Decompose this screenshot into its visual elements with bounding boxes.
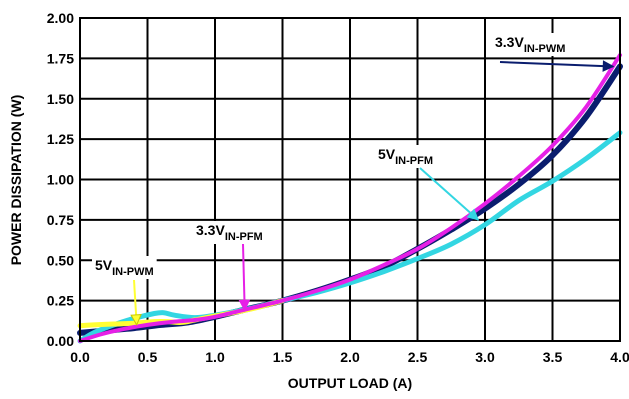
tick-layer: 0.0 0.5 1.0 1.5 2.0 2.5 3.0 3.5 4.0 0.00 0.25 0.50 0… xyxy=(47,10,629,365)
y-tick-label: 1.00 xyxy=(47,172,74,188)
annotation-background xyxy=(375,145,437,168)
annotation-arrow-head xyxy=(238,299,251,312)
x-tick-label: 4.0 xyxy=(610,349,629,365)
annotation-label-main: 5V xyxy=(378,146,396,162)
series-line-3p3v-in-pfm xyxy=(78,53,622,343)
x-tick-label: 1.5 xyxy=(273,349,293,365)
x-tick-label: 0.0 xyxy=(70,349,90,365)
annotation-label-subscript: IN-PWM xyxy=(524,43,566,55)
annotation-0: 3.3VIN-PWM xyxy=(492,33,615,72)
annotation-arrow-head xyxy=(466,208,480,221)
annotation-label-main: 3.3V xyxy=(196,222,225,238)
annotation-label-subscript: IN-PFM xyxy=(395,155,433,167)
annotation-label: 3.3VIN-PWM xyxy=(495,34,565,55)
series-layer xyxy=(77,53,623,344)
grid xyxy=(79,17,621,342)
annotation-background xyxy=(492,33,569,56)
annotation-label: 3.3VIN-PFM xyxy=(196,222,263,243)
annotation-3: 5VIN-PWM xyxy=(92,256,157,326)
annotation-arrow-line xyxy=(499,61,614,68)
annotation-label-main: 3.3V xyxy=(495,34,524,50)
y-tick-label: 0.75 xyxy=(47,212,74,228)
y-tick-label: 1.25 xyxy=(47,131,74,147)
annotation-2: 3.3VIN-PFM xyxy=(193,221,266,312)
annotation-arrow-head xyxy=(130,314,142,326)
y-tick-label: 0.00 xyxy=(47,333,74,349)
annotation-label: 5VIN-PFM xyxy=(378,146,433,167)
x-axis-title: OUTPUT LOAD (A) xyxy=(288,375,412,391)
annotation-label-subscript: IN-PFM xyxy=(225,231,263,243)
y-tick-label: 1.50 xyxy=(47,91,74,107)
x-tick-label: 2.0 xyxy=(340,349,360,365)
x-tick-label: 3.5 xyxy=(543,349,563,365)
annotation-arrow-line xyxy=(242,243,246,311)
y-tick-label: 2.00 xyxy=(47,10,74,26)
annotation-label-subscript: IN-PWM xyxy=(112,266,154,278)
x-tick-label: 0.5 xyxy=(138,349,158,365)
annotation-1: 5VIN-PFM xyxy=(375,145,480,221)
x-tick-label: 3.0 xyxy=(475,349,495,365)
x-tick-label: 2.5 xyxy=(408,349,428,365)
annotation-arrow-head xyxy=(602,60,615,72)
y-axis-title: POWER DISSIPATION (W) xyxy=(8,95,24,266)
annotation-label: 5VIN-PWM xyxy=(95,257,154,278)
y-tick-label: 0.25 xyxy=(47,293,74,309)
annotation-label-main: 5V xyxy=(95,257,113,273)
x-tick-label: 1.0 xyxy=(205,349,225,365)
annotation-background xyxy=(193,221,266,244)
annotation-arrow-line xyxy=(419,167,479,221)
annotation-background xyxy=(92,256,157,279)
y-tick-label: 1.75 xyxy=(47,50,74,66)
plot-frame xyxy=(79,17,621,342)
y-tick-label: 0.50 xyxy=(47,252,74,268)
